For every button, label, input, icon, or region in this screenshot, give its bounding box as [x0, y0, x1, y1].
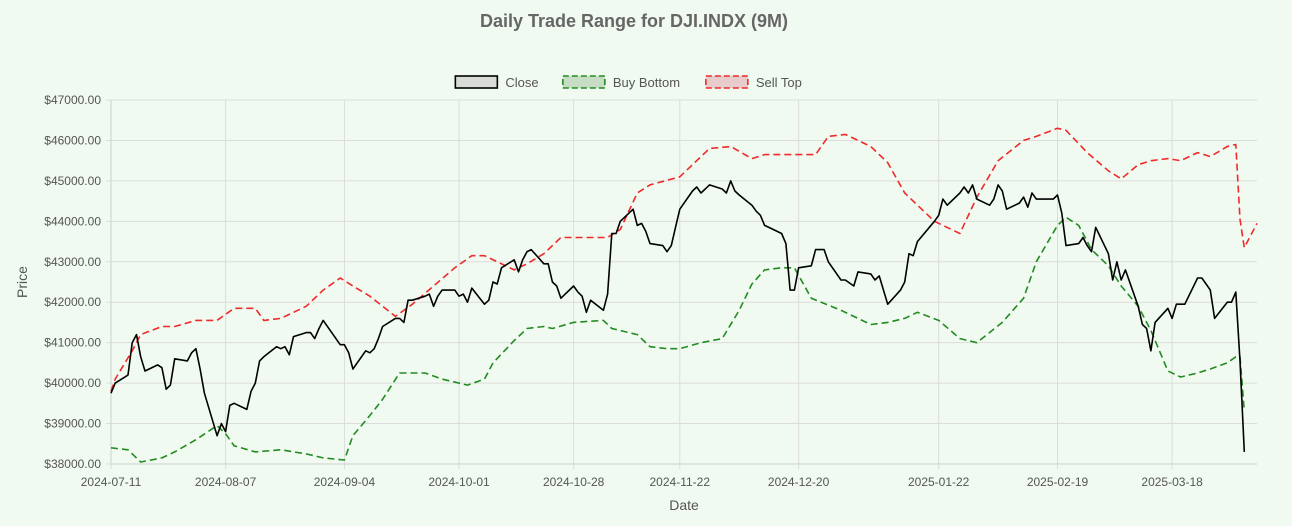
x-tick-label: 2024-09-04: [314, 475, 376, 489]
y-tick-label: $41000.00: [44, 336, 101, 350]
y-tick-label: $47000.00: [44, 93, 101, 107]
y-tick-label: $44000.00: [44, 214, 101, 228]
x-tick-label: 2024-11-22: [650, 475, 711, 489]
y-tick-label: $42000.00: [44, 295, 101, 309]
x-tick-label: 2025-01-22: [908, 475, 970, 489]
y-tick-label: $40000.00: [44, 376, 101, 390]
x-tick-label: 2025-03-18: [1141, 475, 1203, 489]
y-tick-label: $38000.00: [44, 457, 101, 471]
x-axis-title: Date: [669, 497, 699, 513]
x-tick-label: 2024-10-28: [543, 475, 605, 489]
series-line-buy-bottom: [110, 216, 1246, 463]
legend-label: Close: [505, 75, 538, 90]
y-tick-label: $43000.00: [44, 255, 101, 269]
legend-swatch: [454, 75, 499, 89]
legend-swatch: [705, 75, 749, 89]
x-tick-label: 2024-10-01: [428, 475, 490, 489]
legend-item-buy-bottom[interactable]: Buy Bottom: [562, 75, 680, 90]
legend: Close Buy Bottom Sell Top: [454, 75, 802, 90]
x-tick-label: 2024-07-11: [81, 475, 142, 489]
y-tick-label: $46000.00: [44, 133, 101, 147]
x-tick-label: 2024-08-07: [195, 475, 257, 489]
legend-item-close[interactable]: Close: [454, 75, 539, 90]
legend-item-sell-top[interactable]: Sell Top: [705, 75, 802, 90]
x-tick-label: 2024-12-20: [768, 475, 830, 489]
legend-swatch: [562, 75, 606, 89]
y-axis-ticks: $38000.00 $39000.00 $40000.00 $41000.00 $420…: [44, 93, 101, 471]
series-line-close: [110, 180, 1246, 452]
legend-label: Buy Bottom: [613, 75, 680, 90]
grid-lines: [106, 99, 1257, 469]
x-axis-ticks: 2024-07-11 2024-08-07 2024-09-04 2024-10-01…: [81, 475, 1203, 489]
x-tick-label: 2025-02-19: [1027, 475, 1089, 489]
y-axis-title: Price: [14, 266, 30, 298]
legend-label: Sell Top: [756, 75, 802, 90]
series-lines: [110, 127, 1258, 463]
series-line-sell-top: [110, 127, 1258, 392]
y-tick-label: $45000.00: [44, 174, 101, 188]
chart-title: Daily Trade Range for DJI.INDX (9M): [480, 11, 788, 31]
y-tick-label: $39000.00: [44, 417, 101, 431]
